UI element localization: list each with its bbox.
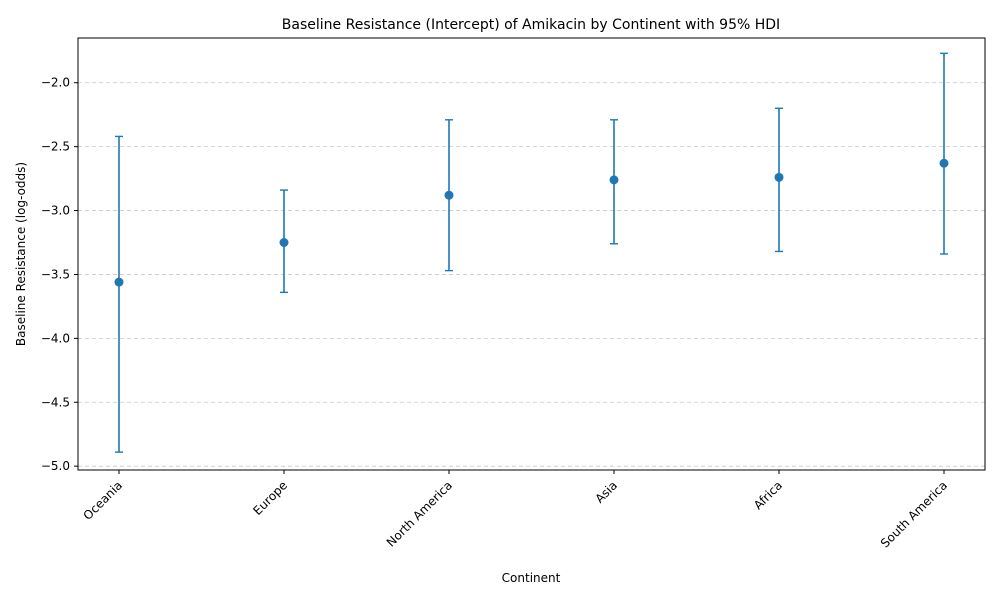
y-tick-label: −4.5 — [41, 395, 70, 409]
x-tick-label: South America — [878, 478, 950, 550]
x-tick-label: Oceania — [81, 478, 126, 523]
series-layer — [114, 52, 949, 453]
data-point — [774, 172, 784, 182]
x-tick-label: Asia — [592, 478, 620, 506]
y-axis-label: Baseline Resistance (log-odds) — [14, 162, 28, 346]
x-tick-label: Africa — [751, 478, 785, 512]
data-point — [609, 175, 619, 185]
data-point — [279, 237, 289, 247]
data-point — [444, 190, 454, 200]
data-point — [939, 158, 949, 168]
y-axis-ticks: −5.0 −4.5 −4.0 −3.5 −3.0 −2.5 −2.0 — [41, 76, 78, 473]
x-axis-label: Continent — [502, 571, 561, 585]
y-tick-label: −3.0 — [41, 204, 70, 218]
chart-title: Baseline Resistance (Intercept) of Amika… — [282, 17, 780, 33]
grid-layer — [78, 82, 985, 467]
x-tick-label: Europe — [250, 478, 290, 518]
x-axis-ticks: Oceania Europe North America Asia Africa Sout… — [81, 470, 950, 550]
data-point — [114, 277, 124, 287]
y-tick-label: −2.0 — [41, 76, 70, 90]
plot-frame — [77, 37, 986, 471]
y-tick-label: −3.5 — [41, 267, 70, 281]
y-tick-label: −2.5 — [41, 140, 70, 154]
x-tick-label: North America — [384, 478, 455, 549]
y-tick-label: −5.0 — [41, 459, 70, 473]
y-tick-label: −4.0 — [41, 331, 70, 345]
